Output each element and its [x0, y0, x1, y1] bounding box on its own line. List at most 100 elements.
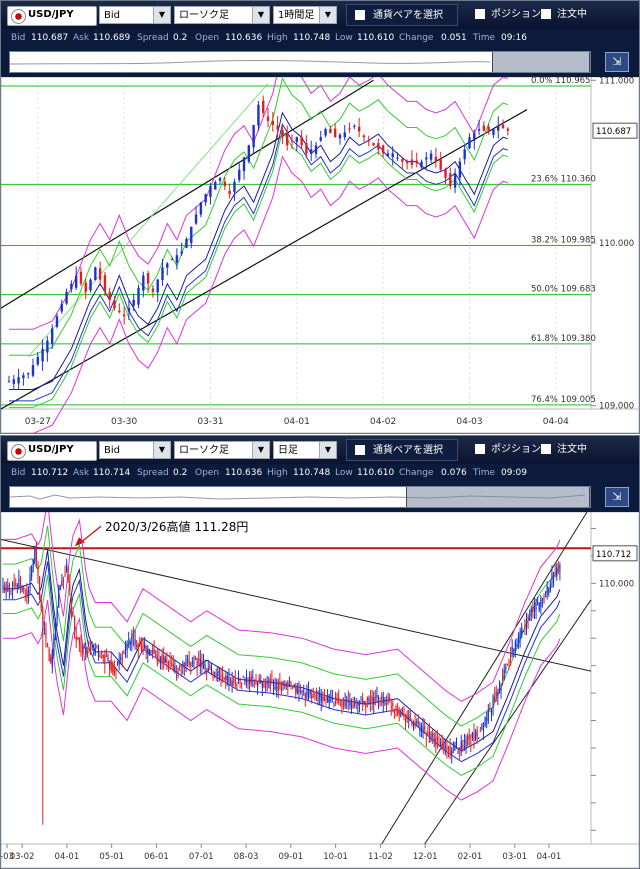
candle-body	[55, 316, 59, 327]
candle-body	[444, 746, 446, 748]
navigator-toggle-icon[interactable]: ⇲	[605, 52, 629, 72]
candle-body	[363, 701, 365, 704]
candle-body	[272, 688, 275, 690]
candle-body	[46, 643, 49, 648]
select-pair-button[interactable]: 通貨ペアを選択	[346, 439, 458, 461]
candle-body	[85, 647, 87, 655]
candle-body	[204, 194, 207, 203]
chart-type-value: ローソク足	[179, 10, 229, 21]
checkbox-icon	[541, 444, 551, 454]
candle-body	[221, 673, 224, 679]
candle-body	[112, 663, 114, 673]
select-pair-button[interactable]: 通貨ペアを選択	[346, 4, 458, 26]
candle-body	[193, 661, 195, 665]
navigator-range-handle[interactable]	[492, 52, 590, 72]
fibonacci-label: 50.0% 109.683	[531, 285, 596, 295]
candle-body	[199, 659, 201, 668]
navigator-track[interactable]	[9, 51, 591, 73]
candle-body	[395, 705, 397, 710]
candle-body	[462, 744, 464, 748]
annotation-arrowhead	[75, 537, 85, 547]
candle-body	[190, 226, 193, 244]
timeframe-select[interactable]: 日足 ▼	[273, 441, 337, 459]
candle-body	[524, 625, 526, 629]
candle-body	[468, 137, 471, 149]
candle-body	[209, 665, 211, 668]
candle-body	[381, 695, 383, 698]
candle-body	[428, 731, 431, 743]
chevron-down-icon: ▼	[252, 7, 269, 23]
candle-body	[290, 682, 292, 685]
candle-body	[115, 669, 117, 673]
candle-body	[319, 693, 321, 697]
y-tick-label: 110.000	[599, 579, 634, 589]
candle-body	[501, 124, 505, 129]
candle-body	[404, 717, 407, 722]
navigator-track[interactable]	[9, 486, 591, 508]
open-label: Open	[195, 468, 220, 478]
candle-body	[398, 710, 400, 715]
candle-body	[266, 681, 268, 684]
navigator-range-handle[interactable]	[406, 487, 590, 507]
flag-icon	[11, 444, 26, 459]
candle-body	[357, 126, 361, 132]
candle-body	[305, 142, 308, 154]
candle-body	[260, 679, 262, 684]
candle-body	[228, 190, 231, 195]
candle-body	[529, 618, 531, 621]
candle-body	[236, 685, 238, 687]
navigator-toggle-icon[interactable]: ⇲	[605, 487, 629, 507]
candle-body	[372, 142, 375, 146]
indicator-line	[9, 77, 508, 356]
candle-body	[15, 583, 17, 585]
change-value: 0.051	[441, 33, 467, 43]
candle-body	[146, 273, 150, 284]
candle-body	[139, 639, 141, 646]
candle-body	[3, 584, 6, 593]
position-toggle[interactable]: ポジション	[475, 8, 541, 22]
candle-body	[153, 649, 155, 654]
candle-body	[333, 128, 337, 138]
candle-body	[41, 348, 44, 362]
candle-body	[59, 586, 61, 590]
high-value: 110.748	[293, 33, 331, 43]
candle-body	[148, 649, 150, 655]
candle-body	[101, 650, 103, 654]
currency-pair-badge[interactable]: USD/JPY	[7, 6, 97, 26]
x-tick-label: 04-01	[537, 852, 562, 862]
hourly-candlestick-chart: 03-27 03-30 03-31 04-01 04-02 04-03 04-04 0.0% …	[1, 77, 639, 433]
candle-body	[535, 604, 537, 610]
candle-body	[38, 577, 41, 600]
candle-body	[307, 691, 310, 695]
candle-body	[470, 742, 472, 744]
candle-body	[126, 646, 128, 650]
y-tick-label: 110.000	[599, 239, 634, 249]
candle-body	[320, 695, 322, 702]
currency-pair-badge[interactable]: USD/JPY	[7, 441, 97, 461]
price-type-select[interactable]: Bid ▼	[99, 6, 171, 24]
price-type-select[interactable]: Bid ▼	[99, 441, 171, 459]
spread-value: 0.2	[173, 468, 188, 478]
chart-type-select[interactable]: ローソク足 ▼	[174, 6, 270, 24]
order-toggle[interactable]: 注文中	[541, 8, 587, 22]
indicator-line	[3, 512, 561, 702]
position-toggle[interactable]: ポジション	[475, 443, 541, 457]
chart-type-select[interactable]: ローソク足 ▼	[174, 441, 270, 459]
bid-value: 110.687	[31, 33, 69, 43]
candle-body	[319, 137, 322, 141]
candle-body	[264, 682, 267, 688]
candle-body	[559, 566, 561, 572]
candle-body	[503, 669, 505, 680]
candle-body	[484, 716, 486, 726]
candle-body	[312, 696, 314, 698]
order-toggle[interactable]: 注文中	[541, 443, 587, 457]
x-tick-label: 09-01	[278, 852, 303, 862]
candle-body	[341, 699, 343, 708]
candle-body	[287, 681, 289, 687]
candle-body	[430, 733, 432, 740]
candle-body	[256, 682, 259, 687]
candle-body	[468, 735, 470, 739]
candle-body	[347, 699, 349, 703]
candle-body	[280, 682, 283, 691]
timeframe-select[interactable]: 1時間足 ▼	[273, 6, 337, 24]
